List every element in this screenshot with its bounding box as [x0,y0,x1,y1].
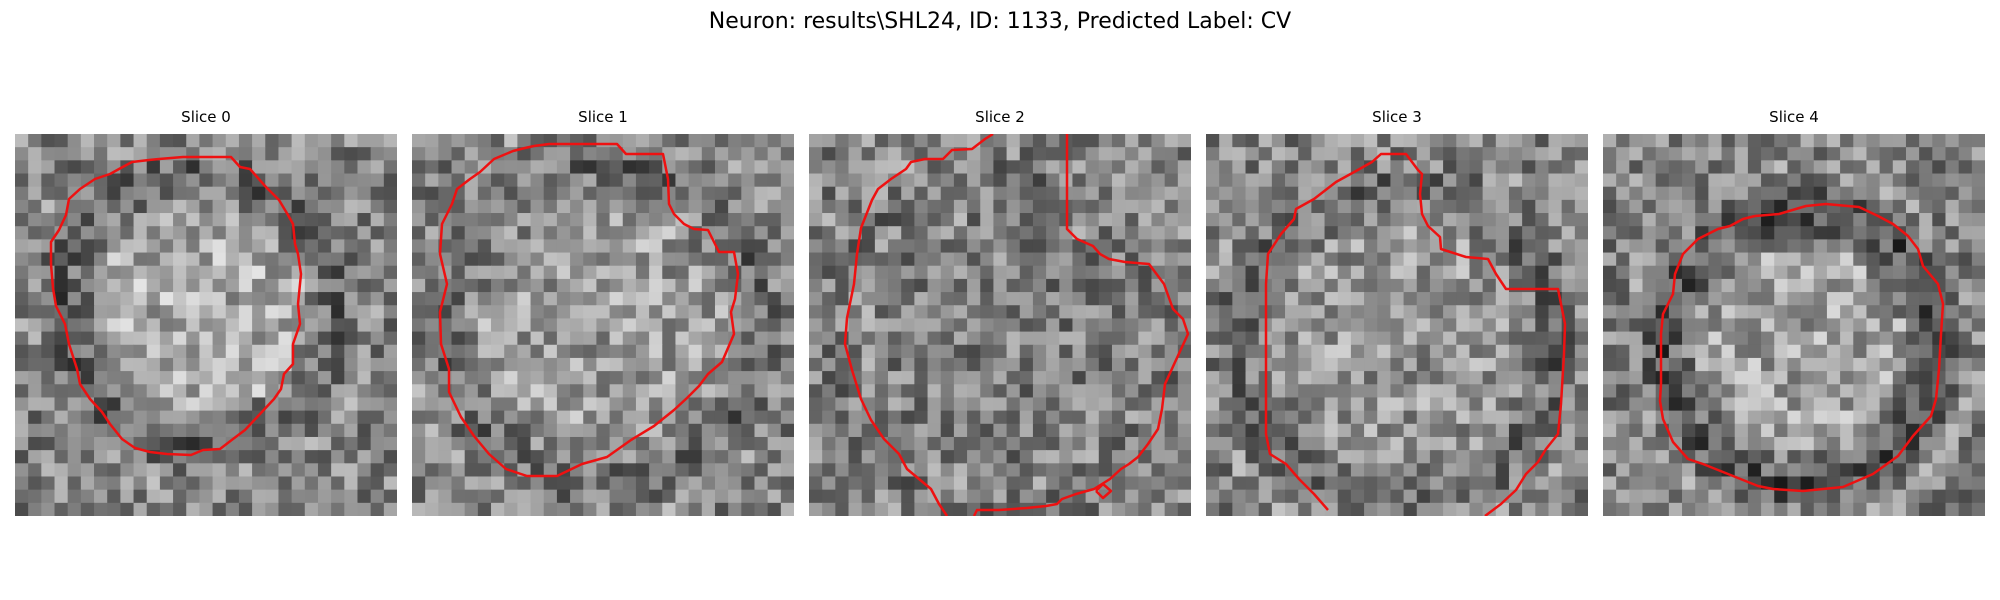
slice-pixels-0 [15,134,397,516]
slice-image-4 [1603,134,1985,516]
slice-title-4: Slice 4 [1769,108,1819,126]
slice-title-0: Slice 0 [181,108,231,126]
slice-image-1 [412,134,794,516]
slice-image-0 [15,134,397,516]
slice-pixels-3 [1206,134,1588,516]
slice-panel-4: Slice 4 [1603,107,1985,516]
roi-contour-3 [1264,152,1567,516]
slice-title-3: Slice 3 [1372,108,1422,126]
slice-panel-3: Slice 3 [1206,107,1588,516]
slice-pixels-2 [809,134,1191,516]
slice-panel-2: Slice 2 [809,107,1191,516]
slice-title-1: Slice 1 [578,108,628,126]
slice-pixels-4 [1603,134,1985,516]
slice-image-3 [1206,134,1588,516]
roi-contour-1 [438,142,740,478]
roi-contour-0 [49,155,303,457]
slice-panel-1: Slice 1 [412,107,794,516]
slice-pixels-1 [412,134,794,516]
roi-contour-4 [1658,202,1945,493]
figure-title: Neuron: results\SHL24, ID: 1133, Predict… [708,9,1292,34]
slice-title-2: Slice 2 [975,108,1025,126]
roi-contour-2b [972,134,1190,516]
roi-contour-2 [843,134,994,516]
roi-contour-2c [1095,482,1113,500]
slice-image-2 [809,134,1191,516]
slice-panel-0: Slice 0 [15,107,397,516]
